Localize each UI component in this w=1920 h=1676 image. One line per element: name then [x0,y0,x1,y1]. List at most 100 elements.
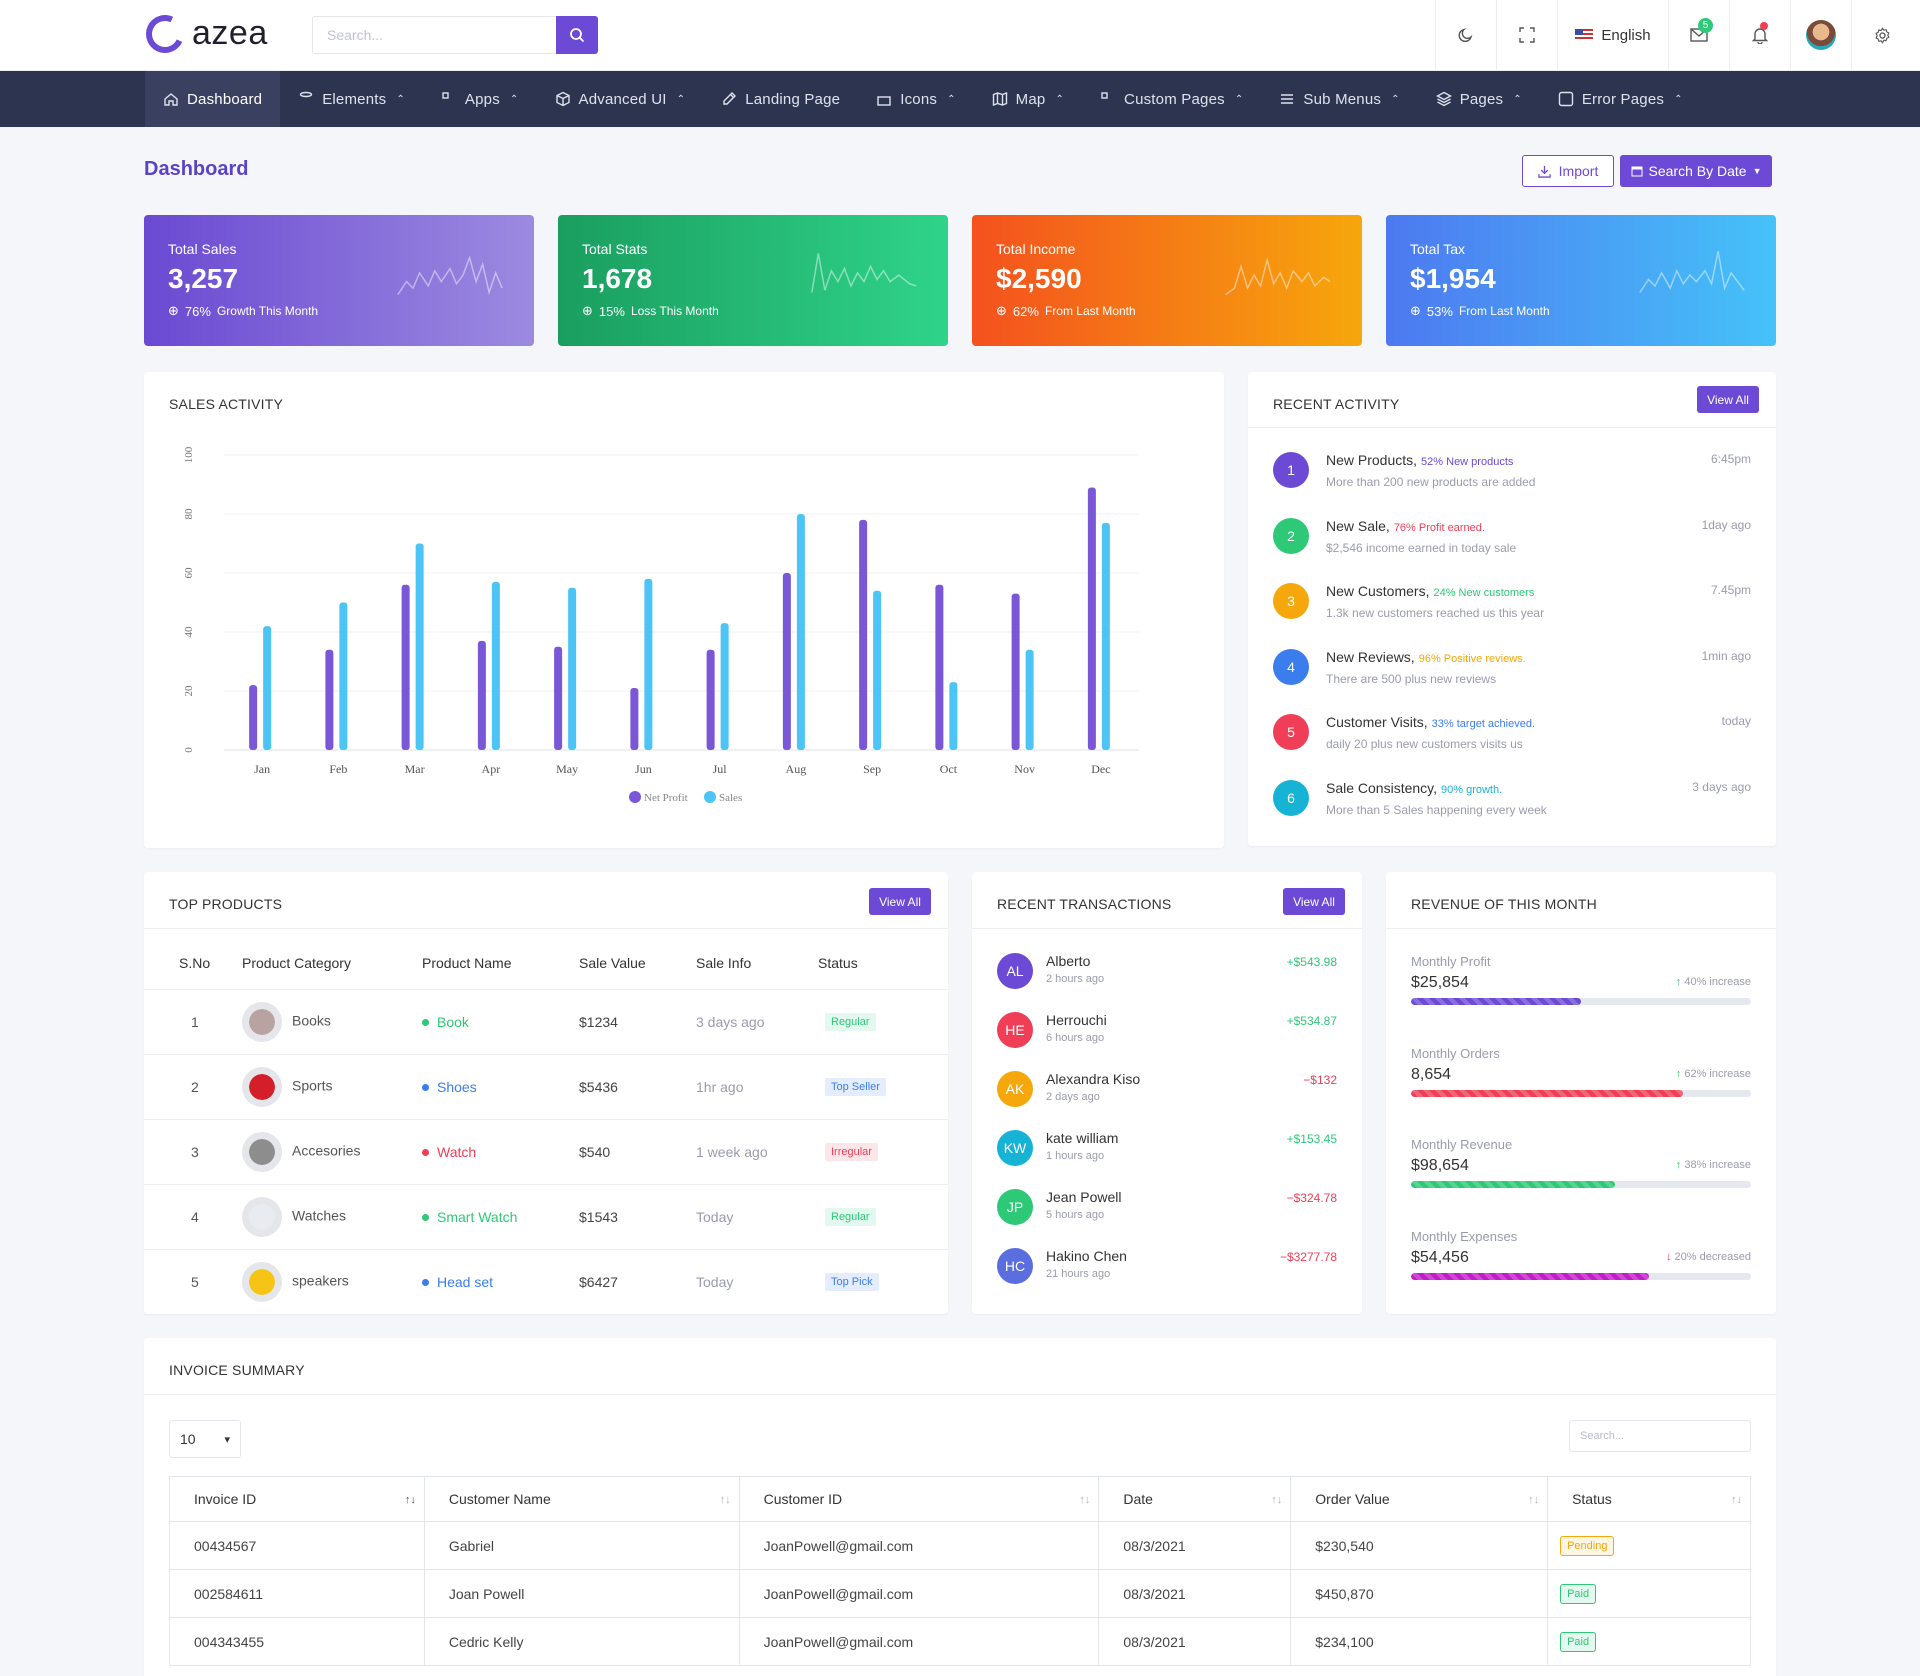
bar-sales-dec[interactable] [1101,522,1110,750]
invoice-id: 00434567 [169,1521,425,1570]
bar-sales-may[interactable] [568,587,577,750]
activity-highlight: 76% Profit earned. [1393,521,1485,534]
fullscreen-button[interactable] [1496,0,1557,70]
nav-item-custom-pages[interactable]: Custom Pages ⌃ [1082,71,1261,127]
nav-item-apps[interactable]: Apps ⌃ [423,71,537,127]
stat-note: From Last Month [1044,304,1136,318]
table-row[interactable]: 2 Sports Shoes $5436 1hr ago Top Seller [144,1054,948,1120]
transaction-item[interactable]: HE Herrouchi 6 hours ago +$534.87 [997,1012,1337,1062]
chevron-up-icon: ⌃ [1391,93,1400,105]
transaction-time: 6 hours ago [1046,1032,1105,1044]
search-by-date-button[interactable]: Search By Date ▼ [1620,155,1772,187]
bar-sales-feb[interactable] [339,602,348,751]
transaction-item[interactable]: AK Alexandra Kiso 2 days ago −$132 [997,1071,1337,1121]
bar-sales-apr[interactable] [491,581,500,750]
bar-net-profit-dec[interactable] [1087,487,1096,750]
table-row[interactable]: 00434567 Gabriel JoanPowell@gmail.com 08/3/… [169,1521,1751,1570]
recent-activity-view-all-button[interactable]: View All [1697,386,1759,413]
transaction-item[interactable]: KW kate william 1 hours ago +$153.45 [997,1130,1337,1180]
product-name-cell: Book [422,989,579,1055]
bar-net-profit-oct[interactable] [935,584,944,750]
import-button[interactable]: Import [1522,155,1614,187]
legend-label[interactable]: Net Profit [644,792,688,804]
activity-description: There are 500 plus new reviews [1326,671,1497,686]
legend-label[interactable]: Sales [719,792,742,804]
transaction-item[interactable]: JP Jean Powell 5 hours ago −$324.78 [997,1189,1337,1239]
table-row[interactable]: 4 Watches Smart Watch $1543 Today Regular [144,1184,948,1250]
bar-sales-nov[interactable] [1025,649,1034,750]
product-name[interactable]: Book [437,1013,469,1030]
top-products-view-all-button[interactable]: View All [869,888,931,915]
product-name[interactable]: Watch [437,1143,477,1160]
activity-description: $2,546 income earned in today sale [1326,540,1517,555]
stat-percent: 53% [1426,303,1453,319]
column-header[interactable]: Invoice ID ↑↓ [169,1476,425,1522]
column-header[interactable]: Date ↑↓ [1098,1476,1292,1522]
nav-item-pages[interactable]: Pages ⌃ [1418,71,1540,127]
invoice-date: 08/3/2021 [1098,1521,1292,1570]
bar-sales-aug[interactable] [796,514,805,750]
product-name[interactable]: Head set [437,1273,494,1290]
table-row[interactable]: 1 Books Book $1234 3 days ago Regular [144,989,948,1055]
activity-item: 5 Customer Visits, 33% target achieved. dai… [1273,714,1751,780]
nav-item-map[interactable]: Map ⌃ [974,71,1082,127]
bar-net-profit-jun[interactable] [630,688,639,750]
table-row[interactable]: 3 Accesories Watch $540 1 week ago Irregular [144,1119,948,1185]
column-header[interactable]: Status ↑↓ [1547,1476,1751,1522]
nav-item-error-pages[interactable]: Error Pages ⌃ [1540,71,1701,127]
nav-item-icons[interactable]: Icons ⌃ [858,71,973,127]
brand-logo[interactable]: azea [140,9,268,58]
bar-sales-jun[interactable] [644,578,653,750]
transaction-item[interactable]: AL Alberto 2 hours ago +$543.98 [997,953,1337,1003]
recent-transactions-view-all-button[interactable]: View All [1283,888,1345,915]
nav-item-elements[interactable]: Elements ⌃ [280,71,423,127]
activity-time: 1day ago [1701,517,1751,532]
nav-item-advanced-ui[interactable]: Advanced UI ⌃ [537,71,704,127]
product-name[interactable]: Shoes [437,1078,477,1095]
bar-sales-oct[interactable] [949,682,958,750]
search-button[interactable] [556,16,598,54]
arrow-circle-up-icon: ⊕ [582,303,593,318]
stat-label: Total Income [996,241,1076,257]
table-row[interactable]: 5 speakers Head set $6427 Today Top Pick [144,1249,948,1315]
mail-button[interactable]: 5 [1668,0,1729,70]
table-row[interactable]: 002584611 Joan Powell JoanPowell@gmail.com… [169,1569,1751,1618]
notifications-button[interactable] [1729,0,1790,70]
product-name[interactable]: Smart Watch [437,1208,518,1225]
grid-icon [1101,92,1108,99]
theme-toggle-button[interactable] [1435,0,1496,70]
bar-net-profit-apr[interactable] [477,640,486,750]
language-selector[interactable]: English [1557,0,1668,70]
bar-net-profit-jan[interactable] [249,685,258,750]
bar-net-profit-nov[interactable] [1011,593,1020,750]
bar-sales-jan[interactable] [263,626,272,750]
bar-sales-mar[interactable] [415,543,424,751]
nav-item-dashboard[interactable]: Dashboard [145,71,281,127]
settings-button[interactable] [1851,0,1912,70]
column-header: Product Name [422,937,579,990]
column-header[interactable]: Customer ID ↑↓ [738,1476,1100,1522]
bar-net-profit-may[interactable] [554,646,563,750]
nav-item-landing-page[interactable]: Landing Page [703,71,858,127]
bar-net-profit-aug[interactable] [782,573,791,750]
column-header[interactable]: Order Value ↑↓ [1290,1476,1549,1522]
bar-sales-jul[interactable] [720,623,729,750]
search-input[interactable] [312,16,556,54]
column-header[interactable]: Customer Name ↑↓ [423,1476,740,1522]
bar-net-profit-sep[interactable] [859,519,868,750]
bar-net-profit-feb[interactable] [325,649,334,750]
product-category: Sports [292,1077,333,1094]
bar-net-profit-jul[interactable] [706,649,715,750]
table-row[interactable]: 004343455 Cedric Kelly JoanPowell@gmail.co… [169,1617,1751,1666]
page-size-select[interactable]: 10 [169,1420,241,1458]
transaction-item[interactable]: HC Hakino Chen 21 hours ago −$3277.78 [997,1248,1337,1298]
column-header-label: Customer ID [763,1491,843,1507]
sale-info: Today [696,1184,818,1250]
invoice-search-input[interactable] [1569,1420,1751,1452]
bar-net-profit-mar[interactable] [401,584,410,750]
nav-item-sub-menus[interactable]: Sub Menus ⌃ [1261,71,1417,127]
sale-value: $540 [579,1119,696,1185]
bar-sales-sep[interactable] [873,590,882,750]
revenue-label: Monthly Profit [1411,954,1491,969]
profile-button[interactable] [1790,0,1851,70]
